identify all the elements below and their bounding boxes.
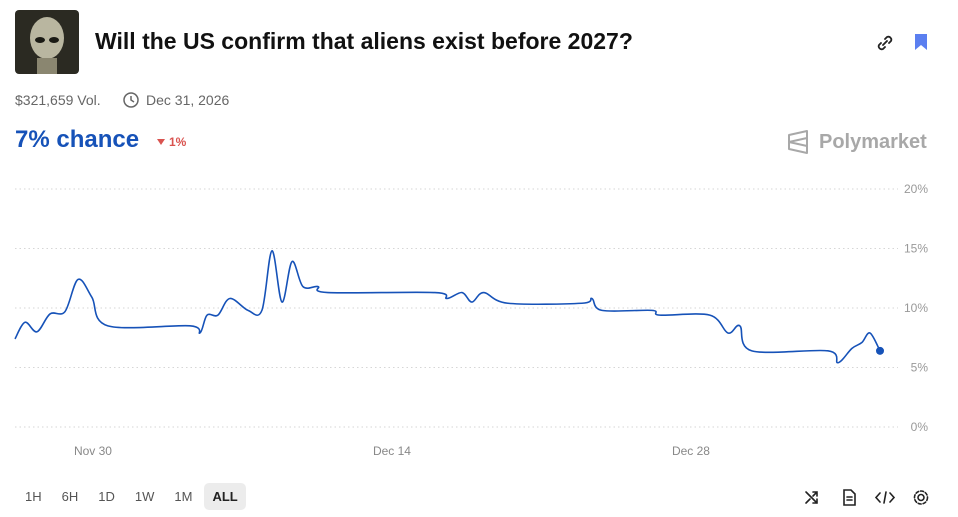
bookmark-icon[interactable]	[912, 32, 930, 52]
chance: 7% chance	[15, 126, 140, 153]
timeframe-bar: 1H 6H 1D 1W 1M ALL	[17, 483, 246, 510]
timeframe-button[interactable]: 1H	[25, 489, 42, 504]
doc-icon[interactable]	[843, 489, 856, 506]
market-image	[15, 10, 79, 74]
brand: Polymarket	[819, 131, 927, 153]
timeframe-button[interactable]: 1W	[134, 489, 155, 504]
down-arrow	[157, 139, 165, 145]
timeframe-button[interactable]: 1D	[98, 489, 115, 504]
toolbar-icons	[805, 489, 929, 506]
y-tick-label: 15%	[904, 242, 928, 256]
y-tick-label: 10%	[904, 301, 928, 315]
x-tick-label: Dec 28	[672, 444, 710, 458]
clock-icon	[123, 92, 139, 108]
market-title: Will the US confirm that aliens exist be…	[95, 28, 633, 54]
y-tick-label: 20%	[904, 182, 928, 196]
timeframe-button[interactable]: 6H	[61, 489, 79, 504]
y-tick-label: 0%	[911, 420, 929, 434]
volume: $321,659 Vol.	[15, 92, 101, 108]
timeframe-button[interactable]: 1M	[174, 489, 193, 504]
link-icon[interactable]	[875, 33, 895, 53]
shuffle-icon[interactable]	[805, 491, 818, 504]
chart: 0% 5% 10% 15% 20% Nov 30 Dec 14 Dec 28	[14, 182, 929, 458]
price-line	[14, 250, 881, 364]
brand-logo	[788, 130, 808, 154]
change: 1%	[169, 135, 187, 149]
embed-icon[interactable]	[874, 491, 896, 504]
last-point	[876, 346, 884, 355]
timeframe-button[interactable]: ALL	[204, 483, 246, 510]
x-tick-label: Dec 14	[373, 444, 411, 458]
end-date: Dec 31, 2026	[146, 92, 230, 108]
settings-icon[interactable]	[913, 490, 929, 505]
y-tick-label: 5%	[911, 361, 929, 375]
x-tick-label: Nov 30	[74, 444, 112, 458]
